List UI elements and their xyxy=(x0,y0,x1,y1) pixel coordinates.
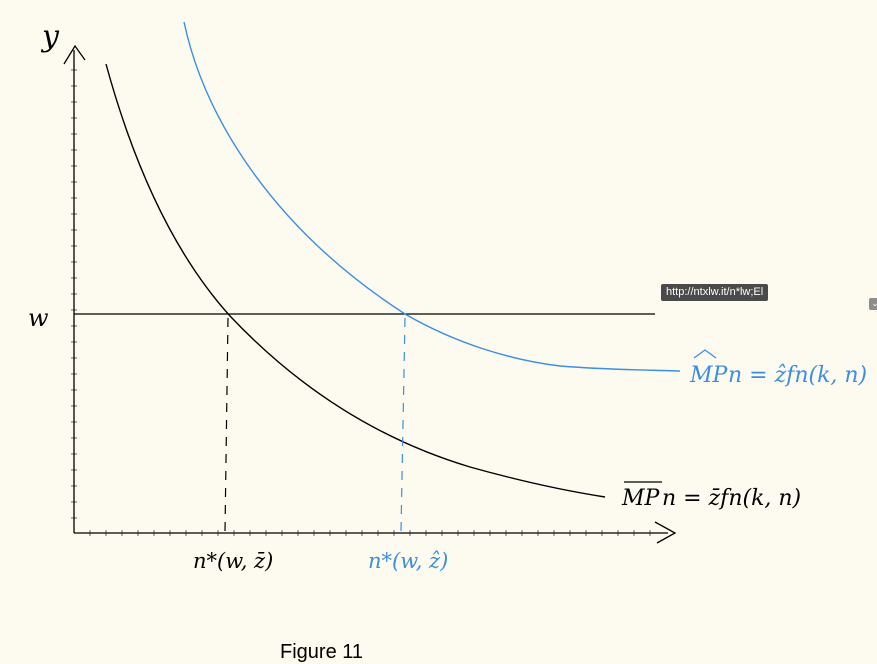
n-star-blue-label: n*(w, ẑ) xyxy=(368,549,448,573)
url-tooltip: http://ntxlw.it/n*lw;El xyxy=(661,284,769,301)
curve-blue-label-hat-part: MP xyxy=(689,363,729,388)
wage-label: w xyxy=(28,304,49,332)
curve-black-label: MP n = z̄fn(k, n) xyxy=(621,481,801,511)
n-star-black-label: n*(w, z̄) xyxy=(193,549,273,573)
n-star-dashed-black xyxy=(224,317,229,532)
curve-blue-label: MP n = ẑfn(k, n) xyxy=(689,349,867,388)
y-axis-arrowhead xyxy=(63,44,86,65)
y-axis-ticks xyxy=(71,69,77,519)
curve-black-label-rest: n = z̄fn(k, n) xyxy=(662,486,801,511)
mpn-curve-black xyxy=(105,63,606,498)
curve-blue-label-rest: n = ẑfn(k, n) xyxy=(728,363,867,388)
chevron-down-icon[interactable]: ⌄ xyxy=(869,298,877,310)
n-star-dashed-blue xyxy=(400,317,406,532)
hat-mark xyxy=(693,349,717,359)
curve-black-label-mp: MP xyxy=(621,486,661,511)
x-axis-arrowhead xyxy=(654,521,677,544)
figure-caption: Figure 11 xyxy=(280,641,364,663)
x-axis-ticks xyxy=(89,530,651,536)
mpn-curve-blue xyxy=(183,21,681,372)
y-axis-label: y xyxy=(40,19,60,54)
